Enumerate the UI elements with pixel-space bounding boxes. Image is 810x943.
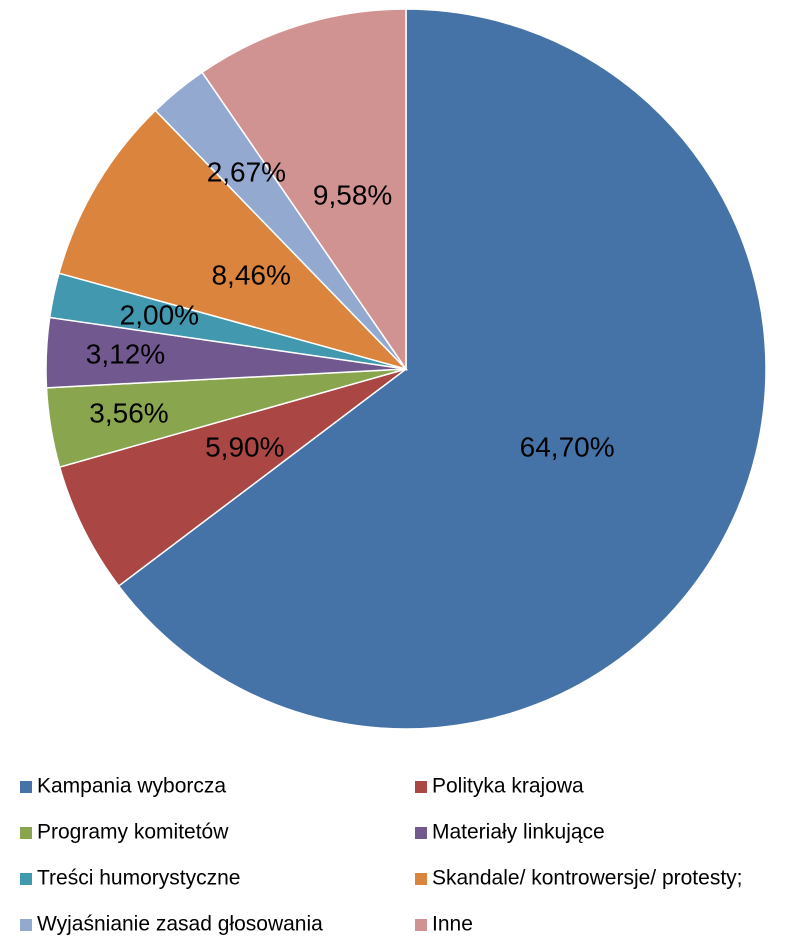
data-label: 3,56% xyxy=(89,397,168,428)
legend-label: Programy komitetów xyxy=(37,821,229,844)
legend-swatch xyxy=(20,873,32,885)
legend-label: Inne xyxy=(432,913,473,936)
legend-swatch xyxy=(20,919,32,931)
legend-swatch xyxy=(415,873,427,885)
legend-label: Treści humorystyczne xyxy=(37,867,240,890)
legend-swatch xyxy=(20,827,32,839)
pie-slice xyxy=(58,368,407,587)
legend-swatch xyxy=(415,919,427,931)
legend-label: Skandale/ kontrowersje/ protesty; xyxy=(432,867,743,890)
data-label: 5,90% xyxy=(205,432,284,463)
legend-swatch xyxy=(415,781,427,793)
data-label: 3,12% xyxy=(86,339,165,370)
legend-label: Wyjaśnianie zasad głosowania xyxy=(37,913,323,936)
pie-slice xyxy=(201,8,407,372)
legend-swatch xyxy=(415,827,427,839)
data-label: 2,00% xyxy=(120,300,199,331)
legend-swatch xyxy=(20,781,32,793)
pie-slice xyxy=(117,8,767,730)
data-label: 9,58% xyxy=(313,179,392,210)
legend-label: Polityka krajowa xyxy=(432,775,584,798)
legend-label: Kampania wyborcza xyxy=(37,775,226,798)
data-label: 8,46% xyxy=(211,260,290,291)
data-label: 2,67% xyxy=(207,156,286,187)
legend-label: Materiały linkujące xyxy=(432,821,605,844)
pie-slice xyxy=(58,109,409,371)
data-label: 64,70% xyxy=(520,432,615,463)
